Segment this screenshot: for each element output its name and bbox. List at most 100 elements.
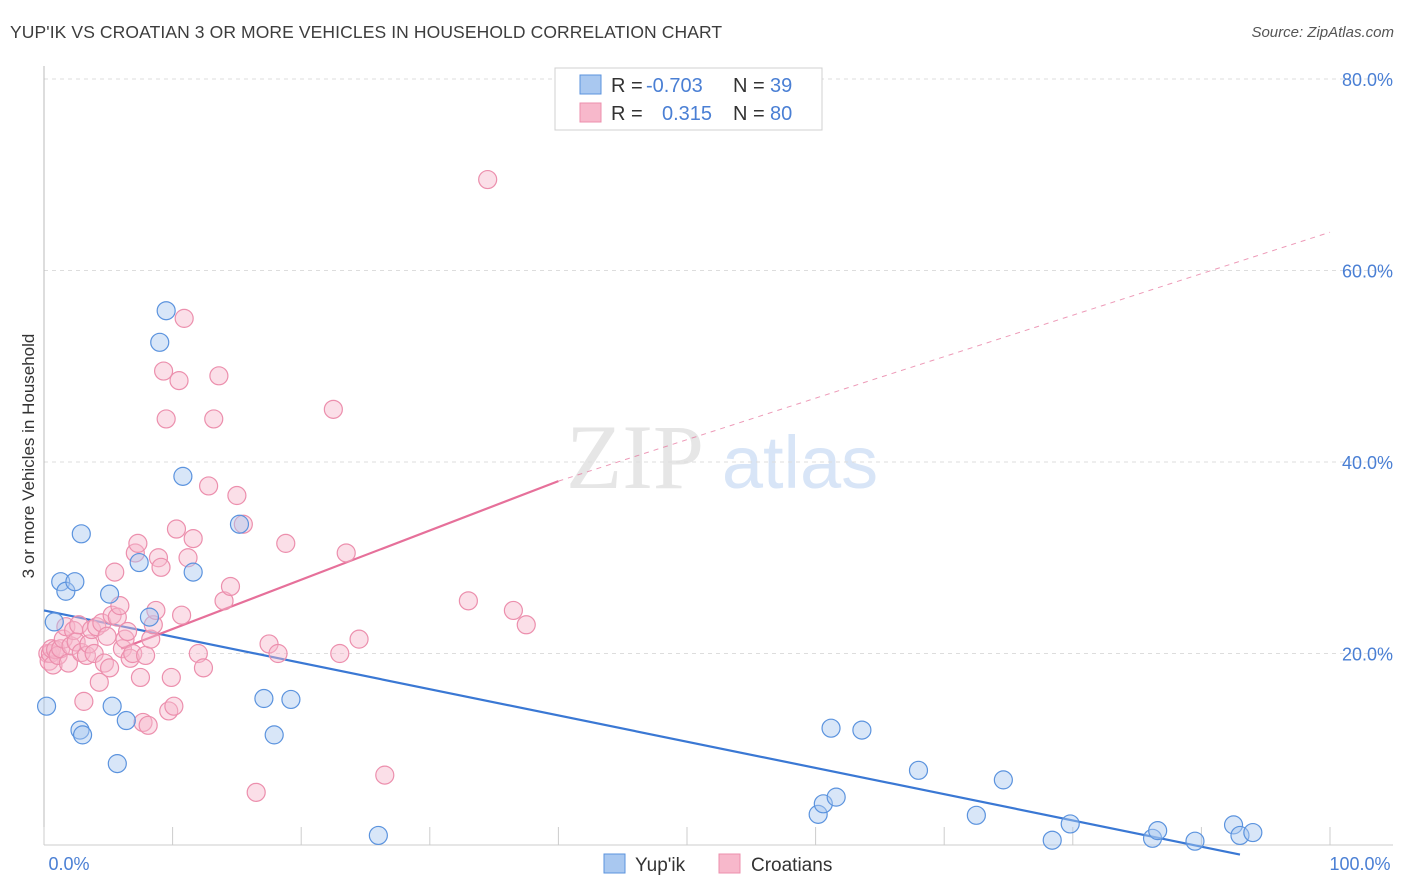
croatians-point-51: [164, 696, 184, 716]
yupik-point-34: [1148, 821, 1168, 841]
yupik-point-22: [368, 825, 388, 846]
watermark-zip: ZIP: [566, 406, 704, 508]
bottom-legend-label-yupik: Yup'ik: [635, 855, 686, 876]
chart-source: Source: ZipAtlas.com: [1251, 24, 1394, 41]
croatians-point-53: [169, 371, 189, 391]
croatians-trend-extension: [558, 231, 1331, 482]
yupik-point-7: [71, 524, 91, 544]
yupik-point-38: [1243, 822, 1263, 843]
croatians-point-56: [178, 548, 198, 568]
legend-n-value-1: 39: [770, 75, 792, 97]
yupik-point-30: [993, 770, 1013, 790]
yupik-point-27: [852, 720, 872, 740]
yupik-point-2: [51, 572, 71, 592]
croatians-point-28: [105, 562, 125, 582]
legend-r-label-1: R =: [611, 75, 643, 97]
legend-n-label-2: N =: [733, 103, 765, 125]
croatians-point-64: [220, 576, 241, 597]
croatians-point-73: [336, 543, 356, 563]
yupik-point-25: [821, 718, 841, 738]
croatians-point-29: [107, 607, 127, 627]
croatians-points: [38, 169, 536, 802]
croatians-point-16: [74, 691, 94, 711]
croatians-point-21: [87, 617, 107, 637]
croatians-point-38: [130, 667, 151, 688]
gridlines: [44, 78, 1393, 654]
croatians-point-22: [89, 672, 109, 692]
yupik-point-0: [36, 696, 57, 716]
y-tick-label-40: 40.0%: [1342, 453, 1393, 473]
yupik-point-4: [65, 572, 85, 592]
legend-r-label-2: R =: [611, 103, 643, 125]
croatians-point-74: [349, 629, 369, 649]
yupik-point-12: [129, 552, 149, 573]
yupik-point-15: [156, 301, 176, 321]
croatians-point-54: [172, 605, 192, 625]
croatians-point-58: [188, 643, 208, 664]
legend-n-label-1: N =: [733, 75, 765, 97]
bottom-legend-swatch-croatians: [718, 853, 741, 874]
croatians-point-50: [161, 667, 181, 688]
croatians-point-69: [268, 643, 288, 664]
yupik-point-21: [281, 689, 301, 710]
croatians-point-77: [478, 169, 498, 190]
legend-r-value-2: 0.315: [662, 103, 712, 125]
croatians-point-39: [133, 712, 153, 733]
croatians-point-47: [153, 361, 174, 381]
chart-title: YUP'IK VS CROATIAN 3 OR MORE VEHICLES IN…: [10, 22, 723, 42]
y-tick-label-80: 80.0%: [1342, 70, 1393, 90]
croatians-point-79: [516, 615, 536, 635]
yupik-point-18: [229, 514, 250, 534]
yupik-trend-line: [43, 609, 1241, 856]
x-tick-label-min: 0.0%: [48, 854, 89, 874]
croatians-point-59: [193, 658, 214, 678]
croatians-point-61: [204, 409, 224, 429]
croatians-point-37: [128, 533, 148, 553]
yupik-point-10: [107, 754, 127, 774]
croatians-point-60: [199, 476, 219, 496]
yupik-point-9: [102, 696, 122, 716]
croatians-point-52: [166, 519, 187, 539]
x-tick-label-max: 100.0%: [1329, 854, 1390, 874]
bottom-legend-swatch-yupik: [603, 853, 626, 874]
legend-swatch-croatians: [579, 102, 602, 123]
top-legend: R = -0.703 N = 39 R = 0.315 N = 80: [554, 67, 823, 131]
croatians-trend-line: [120, 480, 559, 650]
croatians-point-4: [43, 655, 63, 675]
croatians-point-17: [76, 645, 97, 666]
yupik-point-17: [183, 562, 203, 582]
croatians-point-33: [117, 621, 138, 642]
y-axis-label: 3 or more Vehicles in Household: [19, 334, 38, 579]
croatians-point-48: [156, 409, 176, 429]
axes: [43, 66, 1393, 846]
croatians-point-63: [214, 591, 234, 611]
croatians-point-40: [135, 645, 156, 666]
croatians-point-75: [375, 765, 395, 785]
croatians-point-78: [503, 600, 523, 621]
yupik-point-11: [116, 710, 136, 731]
bottom-legend: Yup'ik Croatians: [603, 853, 832, 876]
croatians-point-67: [246, 782, 266, 802]
croatians-point-76: [458, 591, 478, 611]
yupik-points: [36, 301, 1263, 851]
legend-n-value-2: 80: [770, 103, 792, 125]
croatians-point-46: [151, 557, 171, 577]
croatians-point-65: [227, 485, 247, 506]
croatians-point-62: [209, 366, 229, 386]
yupik-point-35: [1185, 831, 1205, 851]
yupik-point-32: [1060, 814, 1080, 834]
y-tick-label-60: 60.0%: [1342, 262, 1393, 282]
croatians-point-70: [276, 533, 296, 553]
yupik-point-26: [826, 787, 846, 807]
croatians-point-55: [174, 308, 194, 328]
croatians-point-20: [84, 643, 104, 664]
legend-r-value-1: -0.703: [646, 75, 703, 97]
yupik-point-16: [173, 466, 193, 486]
yupik-point-19: [254, 688, 274, 709]
croatians-point-42: [141, 629, 161, 649]
yupik-point-23: [808, 804, 828, 824]
croatians-point-57: [183, 528, 203, 549]
x-ticks: [43, 827, 1331, 845]
yupik-point-36: [1223, 815, 1244, 835]
